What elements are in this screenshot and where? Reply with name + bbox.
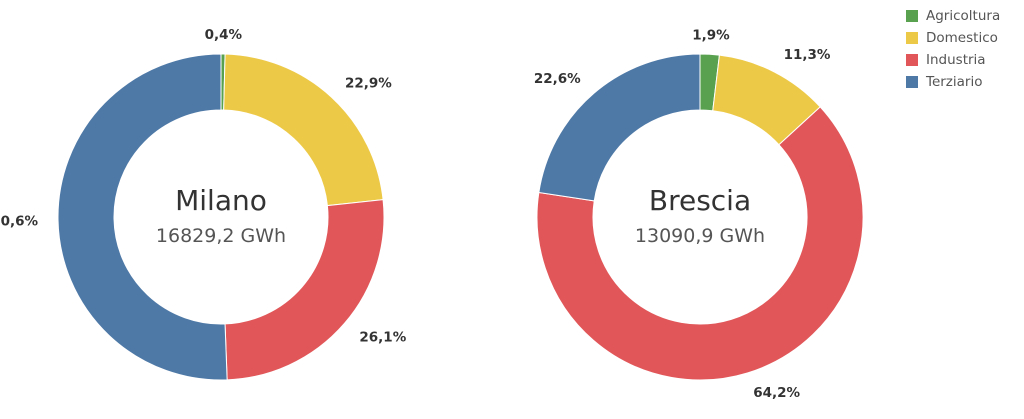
legend-swatch bbox=[906, 54, 918, 66]
data-label: 50,6% bbox=[0, 213, 38, 229]
legend-item-industria[interactable]: Industria bbox=[906, 49, 1000, 71]
legend-swatch bbox=[906, 76, 918, 88]
data-label: 0,4% bbox=[205, 27, 243, 43]
legend-item-domestico[interactable]: Domestico bbox=[906, 27, 1000, 49]
donut-title: Brescia bbox=[649, 184, 751, 217]
legend-swatch bbox=[906, 32, 918, 44]
legend-label: Terziario bbox=[926, 74, 983, 90]
donut-total: 13090,9 GWh bbox=[635, 225, 765, 247]
data-label: 22,6% bbox=[534, 71, 581, 87]
donut-title: Milano bbox=[175, 184, 267, 217]
data-label: 1,9% bbox=[692, 27, 730, 43]
data-label: 11,3% bbox=[784, 47, 831, 63]
data-label: 26,1% bbox=[359, 330, 406, 346]
legend-item-agricoltura[interactable]: Agricoltura bbox=[906, 5, 1000, 27]
donut-segment-milano-domestico[interactable] bbox=[223, 53, 384, 207]
donut-segment-milano-industria[interactable] bbox=[224, 199, 385, 381]
data-label: 64,2% bbox=[753, 385, 800, 401]
legend-item-terziario[interactable]: Terziario bbox=[906, 71, 1000, 93]
legend-label: Agricoltura bbox=[926, 8, 1001, 24]
legend: Agricoltura Domestico Industria Terziari… bbox=[906, 5, 1000, 93]
data-label: 22,9% bbox=[345, 75, 392, 91]
donut-segment-brescia-industria[interactable] bbox=[536, 106, 864, 381]
donut-segment-brescia-terziario[interactable] bbox=[538, 53, 701, 202]
legend-label: Industria bbox=[926, 52, 986, 68]
legend-label: Domestico bbox=[926, 30, 998, 46]
donut-segment-milano-terziario[interactable] bbox=[57, 53, 228, 381]
donut-total: 16829,2 GWh bbox=[156, 225, 286, 247]
legend-swatch bbox=[906, 10, 918, 22]
